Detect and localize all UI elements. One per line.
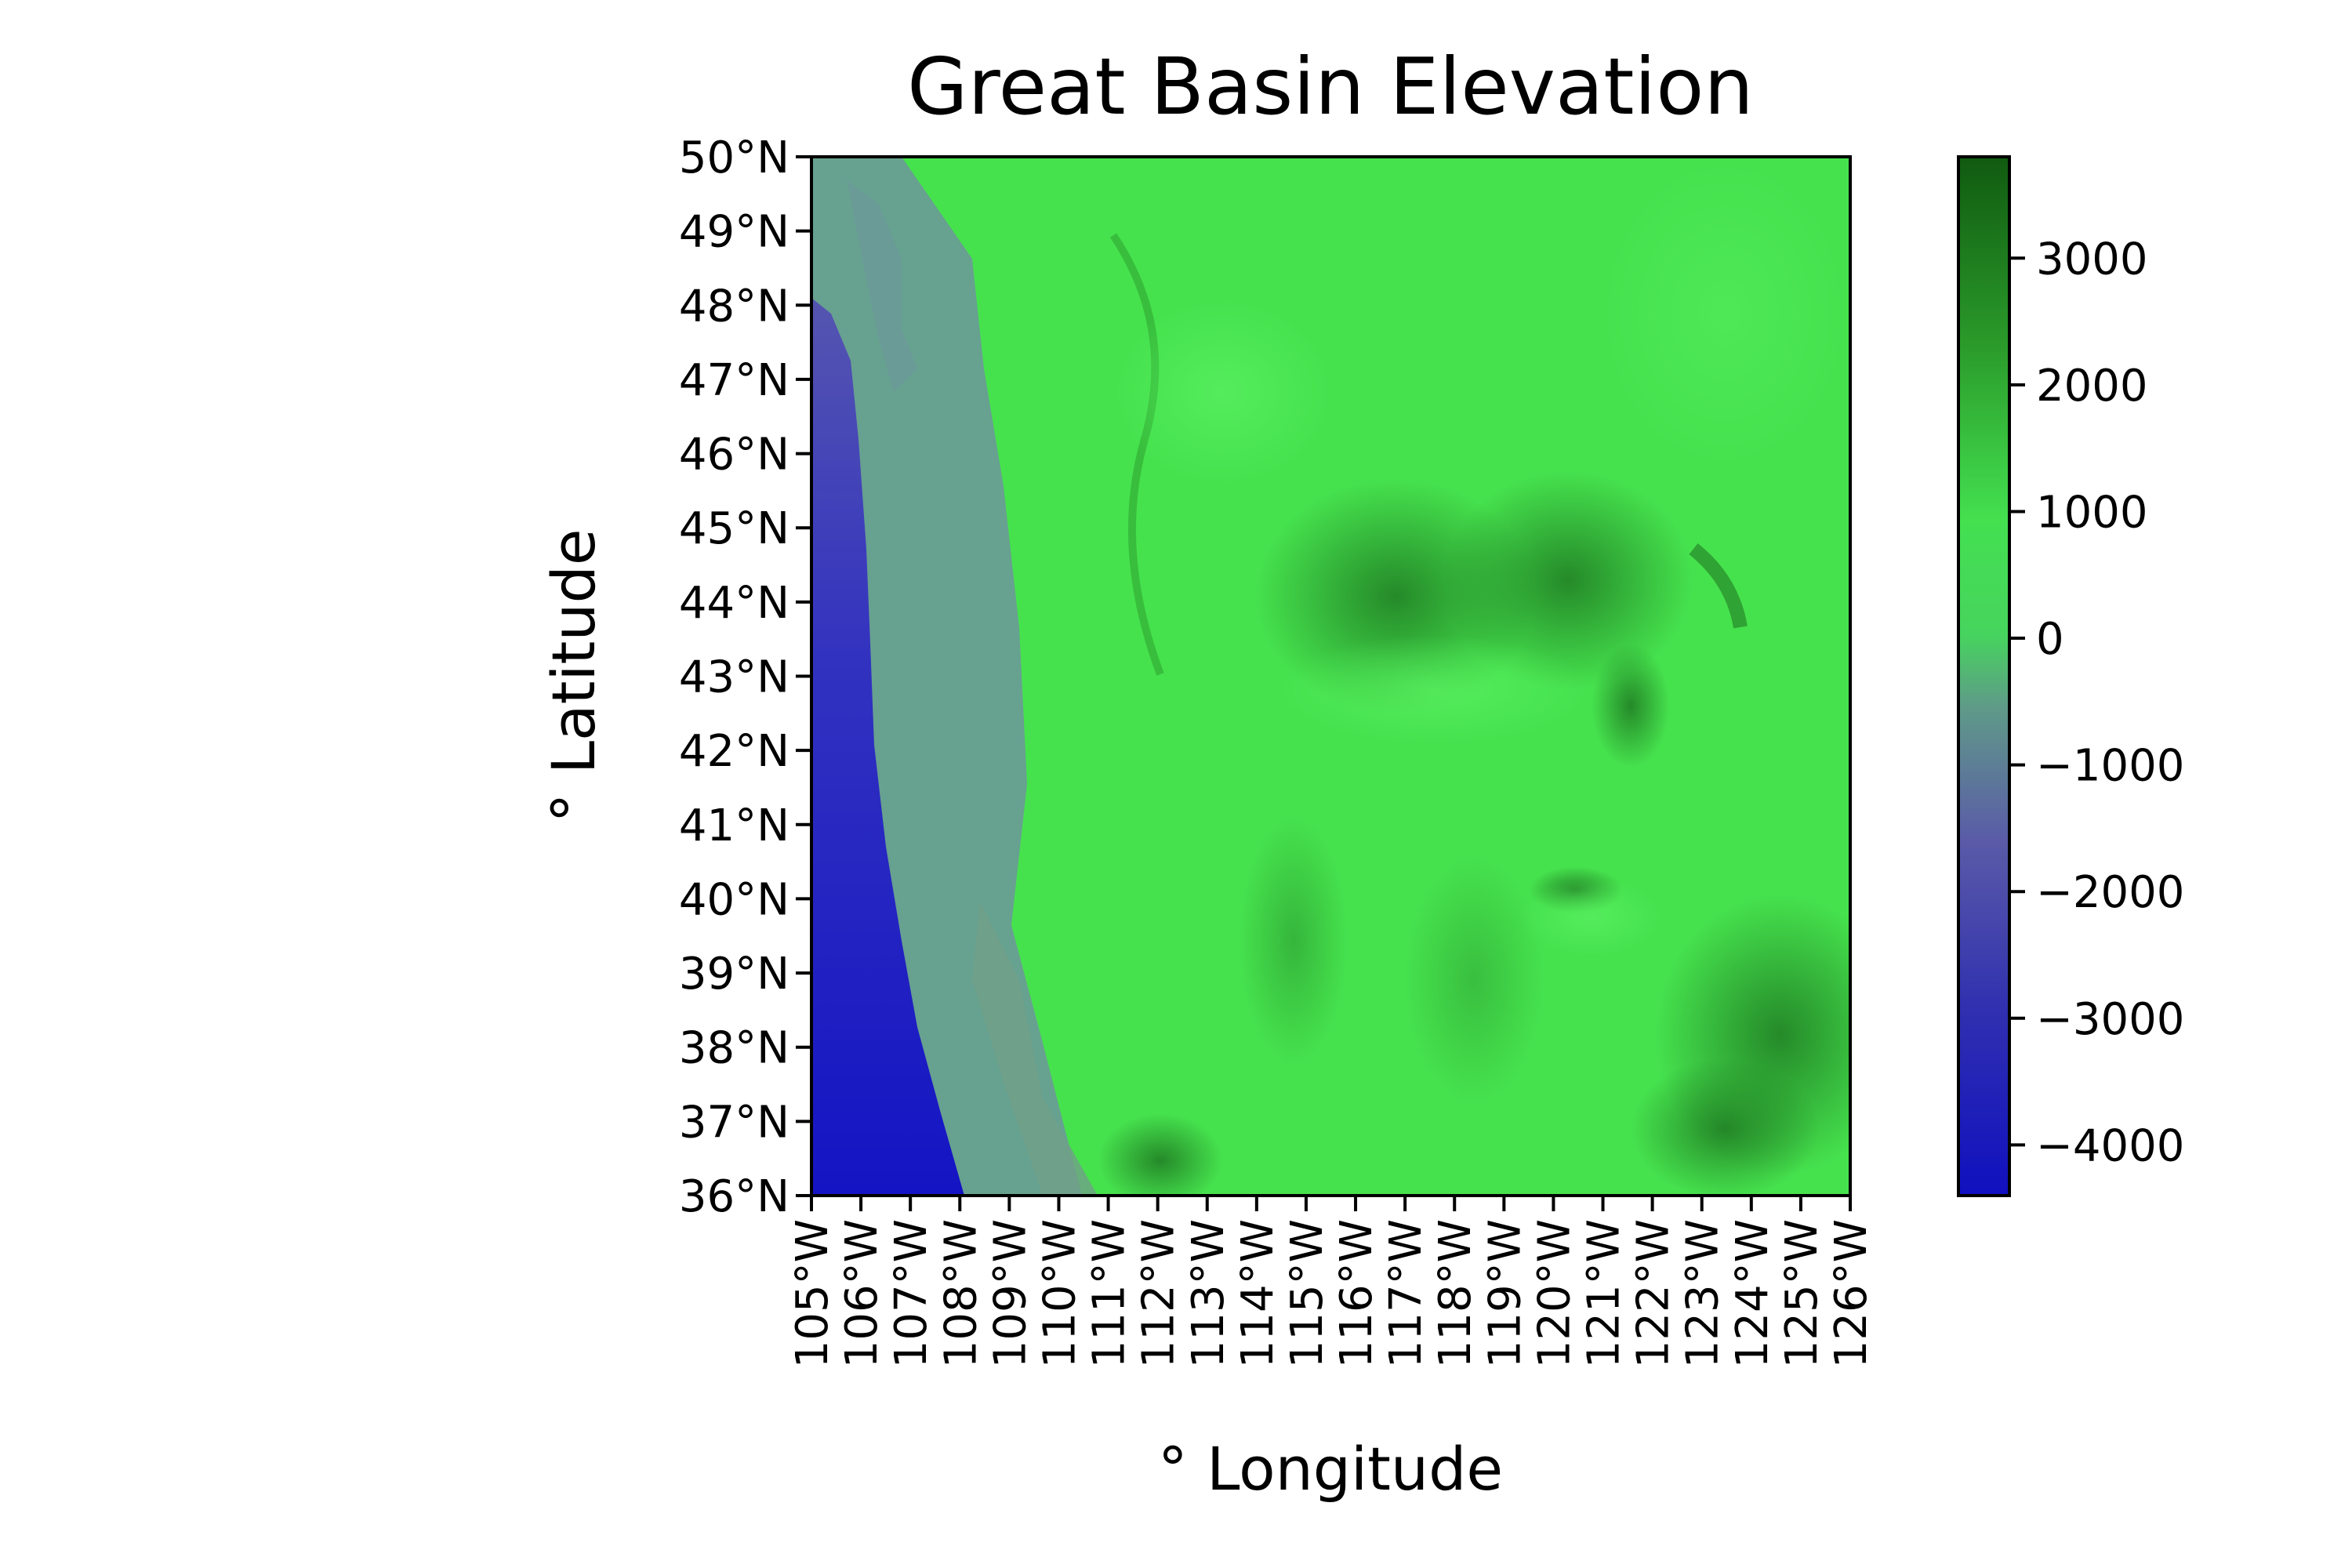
lon-tick-label: 120°W (1529, 1219, 1580, 1368)
chart-title: Great Basin Elevation (907, 41, 1754, 132)
lon-tick-label: 118°W (1430, 1219, 1481, 1368)
lon-tick-label: 106°W (837, 1219, 887, 1368)
lat-tick-label: 45°N (679, 503, 789, 554)
latitude-axis: 50°N 49°N 48°N 47°N 46°N 45°N 44°N 43°N 42°N 41°N… (679, 132, 811, 1222)
elevation-map (811, 157, 1850, 1196)
lat-tick-label: 49°N (679, 207, 789, 258)
lat-tick-label: 48°N (679, 281, 789, 332)
lon-tick-label: 110°W (1034, 1219, 1085, 1368)
lon-tick-label: 119°W (1479, 1219, 1530, 1368)
lon-tick-label: 126°W (1826, 1219, 1877, 1368)
colorbar-ticks: 3000 2000 1000 0 −1000 −2000 −3000 −4000 (2009, 234, 2184, 1171)
lon-tick-label: 121°W (1579, 1219, 1630, 1368)
lat-tick-label: 40°N (679, 874, 789, 925)
x-axis-label: ° Longitude (1158, 1434, 1503, 1504)
colorbar-tick-label: −3000 (2036, 994, 2184, 1045)
colorbar-tick-label: 1000 (2036, 487, 2148, 538)
lon-tick-label: 123°W (1678, 1219, 1729, 1368)
colorbar-tick-label: −4000 (2036, 1120, 2184, 1171)
lat-tick-label: 43°N (679, 652, 789, 703)
longitude-axis: 105°W106°W107°W108°W109°W110°W111°W112°W… (787, 1196, 1877, 1368)
lat-tick-label: 36°N (679, 1171, 789, 1222)
lon-tick-label: 109°W (985, 1219, 1036, 1368)
y-axis-label: ° Latitude (539, 529, 608, 823)
lat-tick-label: 41°N (679, 800, 789, 851)
lat-tick-label: 42°N (679, 726, 789, 777)
lon-tick-label: 105°W (787, 1219, 838, 1368)
lat-tick-label: 44°N (679, 578, 789, 629)
colorbar-gradient (1957, 155, 2011, 1197)
lat-tick-label: 39°N (679, 949, 789, 1000)
lon-tick-label: 112°W (1134, 1219, 1185, 1368)
lat-tick-label: 38°N (679, 1023, 789, 1074)
lon-tick-label: 122°W (1628, 1219, 1679, 1368)
lon-tick-label: 125°W (1777, 1219, 1828, 1368)
colorbar-tick-label: −2000 (2036, 867, 2184, 918)
lat-tick-label: 37°N (679, 1097, 789, 1148)
lon-tick-label: 114°W (1232, 1219, 1283, 1368)
lon-tick-label: 116°W (1331, 1219, 1382, 1368)
lon-tick-label: 108°W (935, 1219, 986, 1368)
lon-tick-label: 117°W (1381, 1219, 1432, 1368)
colorbar-tick-label: 0 (2036, 614, 2064, 665)
lon-tick-label: 107°W (886, 1219, 937, 1368)
lat-tick-label: 50°N (679, 132, 789, 183)
colorbar-tick-label: 3000 (2036, 234, 2148, 285)
lat-tick-label: 47°N (679, 355, 789, 406)
lon-tick-label: 115°W (1282, 1219, 1333, 1368)
lat-tick-label: 46°N (679, 430, 789, 481)
lon-tick-label: 124°W (1727, 1219, 1778, 1368)
lon-tick-label: 111°W (1084, 1219, 1135, 1368)
colorbar: 3000 2000 1000 0 −1000 −2000 −3000 −4000 (1957, 155, 2184, 1197)
lon-tick-label: 113°W (1183, 1219, 1234, 1368)
colorbar-tick-label: 2000 (2036, 361, 2148, 412)
colorbar-tick-label: −1000 (2036, 741, 2184, 792)
